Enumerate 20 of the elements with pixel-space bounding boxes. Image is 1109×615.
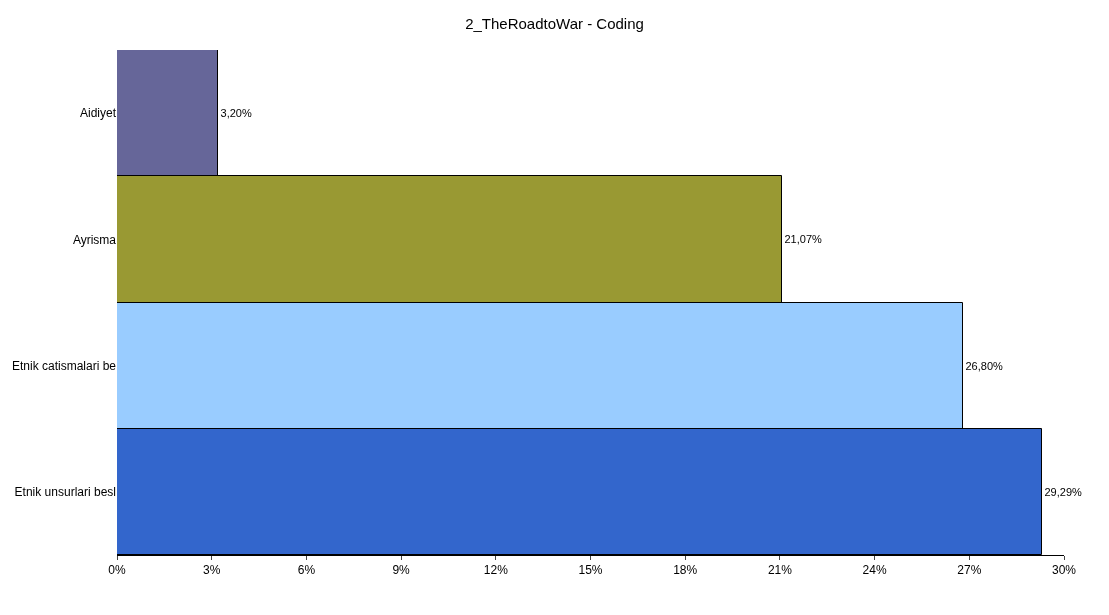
- x-tick-label: 18%: [673, 563, 698, 578]
- x-tick-label: 3%: [203, 563, 221, 578]
- x-tick-label: 24%: [862, 563, 887, 578]
- x-tick-label: 0%: [108, 563, 126, 578]
- x-tick-label: 15%: [578, 563, 603, 578]
- x-tick-label: 6%: [297, 563, 316, 578]
- x-tick-label: 30%: [1051, 563, 1077, 578]
- data-label: 21,07%: [784, 233, 823, 245]
- x-tick-label: 12%: [483, 563, 509, 578]
- y-tick-label: Etnik unsurlari besl: [14, 485, 116, 500]
- y-tick-label: Etnik catismalari be: [11, 358, 117, 373]
- data-label: 29,29%: [1044, 485, 1083, 498]
- data-label: 26,80%: [965, 359, 1004, 372]
- x-tick-label: 9%: [392, 563, 411, 578]
- x-tick-label: 21%: [767, 563, 793, 578]
- chart-title: 2_TheRoadtoWar - Coding: [465, 14, 644, 32]
- x-tick-label: 27%: [957, 563, 982, 578]
- y-tick-label: Ayrisma: [72, 232, 117, 247]
- data-label: 3,20%: [220, 106, 252, 119]
- y-tick-label: Aidiyet: [79, 106, 117, 121]
